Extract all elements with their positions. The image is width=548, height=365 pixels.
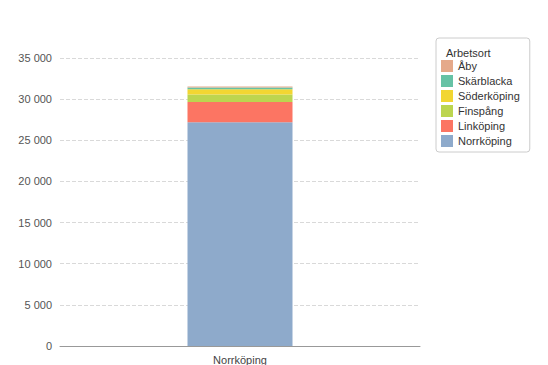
svg-text:15 000: 15 000 (18, 217, 52, 229)
svg-text:20 000: 20 000 (18, 175, 52, 187)
svg-text:Norrköping: Norrköping (458, 135, 512, 147)
svg-text:Norrköping: Norrköping (213, 354, 267, 365)
svg-text:30 000: 30 000 (18, 93, 52, 105)
svg-text:Linköping: Linköping (458, 120, 505, 132)
svg-text:Arbetsort: Arbetsort (446, 47, 491, 59)
svg-text:0: 0 (46, 340, 52, 352)
svg-text:Söderköping: Söderköping (458, 90, 520, 102)
svg-text:5 000: 5 000 (24, 299, 52, 311)
svg-text:35 000: 35 000 (18, 52, 52, 64)
svg-text:Åby: Åby (458, 60, 477, 72)
svg-text:Finspång: Finspång (458, 105, 503, 117)
svg-text:10 000: 10 000 (18, 258, 52, 270)
svg-text:Skärblacka: Skärblacka (458, 75, 513, 87)
svg-text:25 000: 25 000 (18, 134, 52, 146)
